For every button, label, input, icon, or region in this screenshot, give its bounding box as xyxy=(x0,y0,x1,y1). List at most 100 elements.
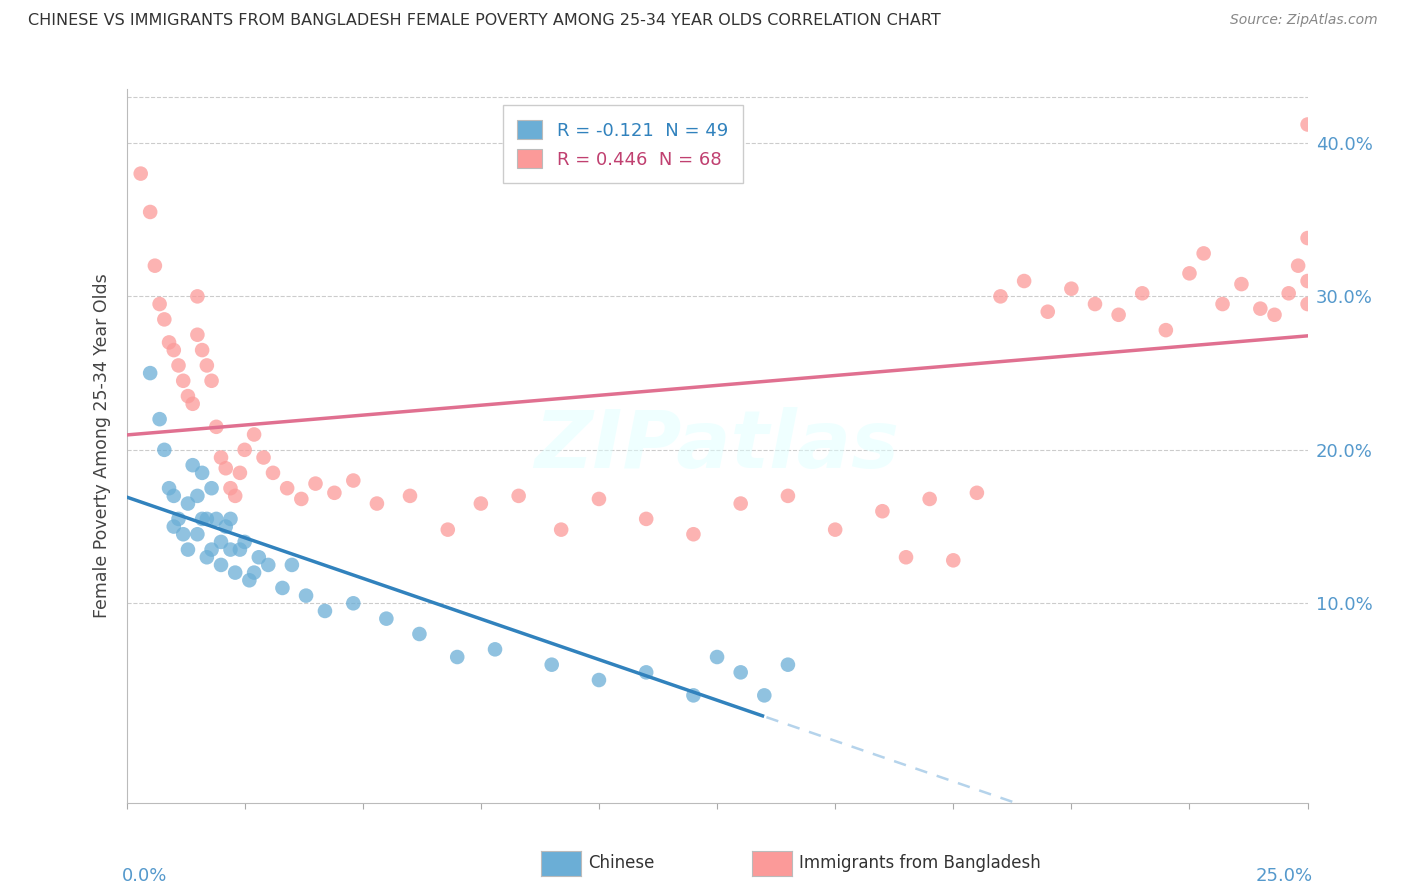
Point xyxy=(191,343,214,357)
Point xyxy=(588,491,610,506)
Point xyxy=(872,504,894,518)
Point xyxy=(1249,301,1271,316)
Point xyxy=(167,359,190,373)
Point xyxy=(484,642,506,657)
Point xyxy=(1286,259,1309,273)
Point xyxy=(682,689,704,703)
Point xyxy=(990,289,1012,303)
Point xyxy=(163,489,186,503)
Point xyxy=(209,558,232,572)
Point xyxy=(215,519,238,533)
Point xyxy=(224,489,246,503)
Point xyxy=(257,558,280,572)
Point xyxy=(129,167,152,181)
Point xyxy=(205,419,228,434)
Point xyxy=(918,491,941,506)
Point xyxy=(276,481,298,495)
Point xyxy=(588,673,610,687)
Point xyxy=(233,535,256,549)
Point xyxy=(209,535,232,549)
Point xyxy=(229,542,252,557)
Text: 0.0%: 0.0% xyxy=(122,867,167,885)
Point xyxy=(1130,286,1153,301)
Point xyxy=(1212,297,1234,311)
Point xyxy=(149,297,172,311)
Point xyxy=(243,566,266,580)
Point xyxy=(195,512,218,526)
Point xyxy=(167,512,190,526)
Point xyxy=(219,481,242,495)
Point xyxy=(163,343,186,357)
Point xyxy=(824,523,846,537)
Point xyxy=(172,374,194,388)
Point xyxy=(1036,304,1059,318)
Point xyxy=(1230,277,1253,291)
Point xyxy=(636,512,658,526)
Point xyxy=(1084,297,1107,311)
Point xyxy=(200,481,222,495)
Point xyxy=(636,665,658,680)
Point xyxy=(730,665,752,680)
Point xyxy=(209,450,232,465)
Point xyxy=(399,489,422,503)
Point xyxy=(1012,274,1035,288)
Point xyxy=(215,461,238,475)
Point xyxy=(966,485,988,500)
Point xyxy=(436,523,458,537)
Point xyxy=(252,450,274,465)
Point xyxy=(186,527,208,541)
Point xyxy=(262,466,284,480)
Point xyxy=(894,550,917,565)
Point xyxy=(195,359,218,373)
Point xyxy=(1108,308,1130,322)
Point xyxy=(191,466,214,480)
Point xyxy=(776,489,799,503)
Point xyxy=(1060,282,1083,296)
Point xyxy=(238,574,260,588)
Text: Chinese: Chinese xyxy=(588,855,654,872)
Point xyxy=(342,474,364,488)
Point xyxy=(186,489,208,503)
Point xyxy=(323,485,346,500)
Point xyxy=(181,397,204,411)
Point xyxy=(408,627,430,641)
Text: 25.0%: 25.0% xyxy=(1256,867,1312,885)
Point xyxy=(247,550,270,565)
Point xyxy=(754,689,776,703)
Point xyxy=(186,289,208,303)
Point xyxy=(191,512,214,526)
Point xyxy=(682,527,704,541)
Point xyxy=(776,657,799,672)
Point xyxy=(172,527,194,541)
Point xyxy=(157,481,180,495)
Point xyxy=(163,519,186,533)
Point xyxy=(550,523,572,537)
Text: Immigrants from Bangladesh: Immigrants from Bangladesh xyxy=(799,855,1040,872)
Point xyxy=(375,612,398,626)
Point xyxy=(508,489,530,503)
Y-axis label: Female Poverty Among 25-34 Year Olds: Female Poverty Among 25-34 Year Olds xyxy=(93,274,111,618)
Point xyxy=(157,335,180,350)
Point xyxy=(186,327,208,342)
Point xyxy=(1263,308,1285,322)
Point xyxy=(229,466,252,480)
Point xyxy=(219,542,242,557)
Point xyxy=(139,366,162,380)
Legend: R = -0.121  N = 49, R = 0.446  N = 68: R = -0.121 N = 49, R = 0.446 N = 68 xyxy=(503,105,742,183)
Point xyxy=(1296,297,1319,311)
Point xyxy=(139,205,162,219)
Point xyxy=(153,312,176,326)
Point xyxy=(243,427,266,442)
Point xyxy=(143,259,166,273)
Point xyxy=(200,542,222,557)
Point xyxy=(153,442,176,457)
Point xyxy=(304,476,326,491)
Point xyxy=(1178,266,1201,280)
Point xyxy=(149,412,172,426)
Point xyxy=(271,581,294,595)
Point xyxy=(233,442,256,457)
Point xyxy=(1296,118,1319,132)
Point xyxy=(290,491,312,506)
Point xyxy=(342,596,364,610)
Text: ZIPatlas: ZIPatlas xyxy=(534,407,900,485)
